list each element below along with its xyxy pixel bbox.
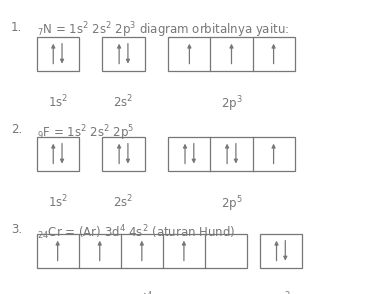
Bar	[102, 37, 145, 71]
Bar	[168, 37, 295, 71]
Bar	[37, 37, 79, 71]
Text: 1.: 1.	[11, 21, 22, 34]
Text: $_{24}$Cr = (Ar) 3d$^{4}$ 4s$^{2}$ (aturan Hund): $_{24}$Cr = (Ar) 3d$^{4}$ 4s$^{2}$ (atur…	[37, 223, 235, 242]
Text: 1s$^{2}$: 1s$^{2}$	[48, 194, 68, 211]
Text: 2.: 2.	[11, 123, 22, 136]
Bar	[37, 234, 247, 268]
Text: $_{9}$F = 1s$^{2}$ 2s$^{2}$ 2p$^{5}$: $_{9}$F = 1s$^{2}$ 2s$^{2}$ 2p$^{5}$	[37, 123, 134, 143]
Bar	[102, 137, 145, 171]
Text: 4s$^{2}$: 4s$^{2}$	[271, 291, 291, 294]
Text: 2s$^{2}$: 2s$^{2}$	[113, 194, 134, 211]
Text: 2p$^{3}$: 2p$^{3}$	[221, 94, 242, 114]
Bar	[168, 137, 295, 171]
Text: 3.: 3.	[11, 223, 22, 236]
Text: 3d$^{4}$: 3d$^{4}$	[131, 291, 153, 294]
Text: 2p$^{5}$: 2p$^{5}$	[221, 194, 242, 214]
Bar	[37, 137, 79, 171]
Text: 1s$^{2}$: 1s$^{2}$	[48, 94, 68, 111]
Text: $_{7}$N = 1s$^{2}$ 2s$^{2}$ 2p$^{3}$ diagram orbitalnya yaitu:: $_{7}$N = 1s$^{2}$ 2s$^{2}$ 2p$^{3}$ dia…	[37, 21, 289, 40]
Bar	[260, 234, 302, 268]
Text: 2s$^{2}$: 2s$^{2}$	[113, 94, 134, 111]
